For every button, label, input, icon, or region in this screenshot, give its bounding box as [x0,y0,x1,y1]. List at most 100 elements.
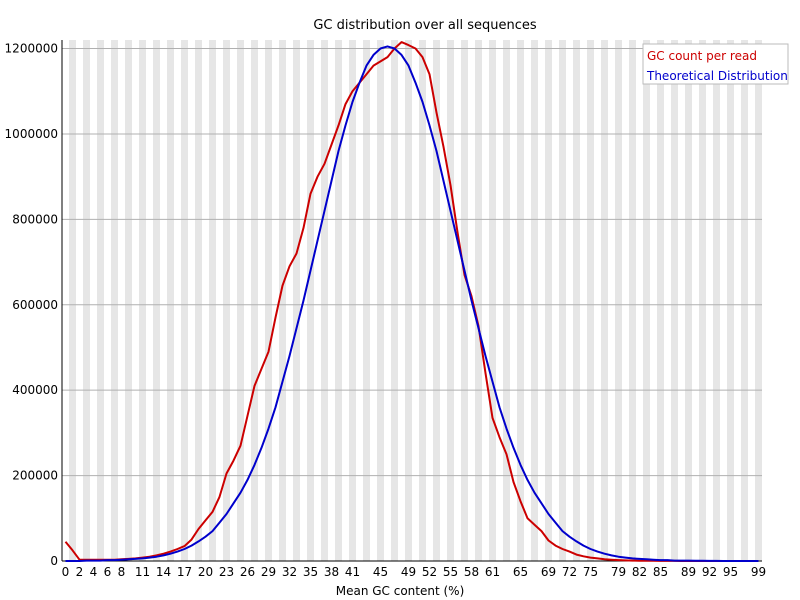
y-tick-label: 800000 [12,212,58,226]
plot-band [258,40,265,561]
x-tick-label: 6 [104,565,112,579]
plot-band [517,40,524,561]
y-tick-label: 0 [50,554,58,568]
plot-band [461,40,468,561]
plot-band [734,40,741,561]
plot-band [496,40,503,561]
plot-band [356,40,363,561]
x-tick-label: 4 [90,565,98,579]
x-tick-label: 75 [583,565,598,579]
plot-band [307,40,314,561]
plot-band [594,40,601,561]
plot-band [265,40,272,561]
x-tick-label: 58 [464,565,479,579]
plot-band [671,40,678,561]
plot-band [90,40,97,561]
plot-band [139,40,146,561]
plot-band [293,40,300,561]
plot-band [454,40,461,561]
plot-band [559,40,566,561]
x-tick-label: 49 [401,565,416,579]
legend-box [642,43,789,85]
x-tick-label: 0 [62,565,70,579]
y-tick-label: 400000 [12,383,58,397]
plot-band [174,40,181,561]
x-tick-label: 65 [513,565,528,579]
plot-band [391,40,398,561]
plot-band [83,40,90,561]
legend-entry-gc-count: GC count per read [647,49,757,63]
plot-band [545,40,552,561]
plot-band [720,40,727,561]
x-tick-label: 79 [611,565,626,579]
plot-band [237,40,244,561]
plot-band [566,40,573,561]
plot-band [552,40,559,561]
plot-band [601,40,608,561]
plot-band [699,40,706,561]
plot-band [664,40,671,561]
plot-band [678,40,685,561]
plot-band [202,40,209,561]
plot-band [244,40,251,561]
plot-band [706,40,713,561]
x-tick-label: 92 [702,565,717,579]
plot-band [524,40,531,561]
plot-band [97,40,104,561]
plot-band [328,40,335,561]
plot-band [195,40,202,561]
plot-band [713,40,720,561]
x-axis-label: Mean GC content (%) [336,584,465,598]
x-tick-label: 52 [422,565,437,579]
plot-band [384,40,391,561]
series-lines [64,41,759,562]
plot-band [272,40,279,561]
plot-band [433,40,440,561]
x-tick-label: 20 [198,565,213,579]
x-tick-label: 95 [723,565,738,579]
x-tick-label: 85 [653,565,668,579]
plot-band [181,40,188,561]
plot-band [685,40,692,561]
x-tick-label: 23 [219,565,234,579]
plot-band [440,40,447,561]
plot-band [62,40,69,561]
plot-band [125,40,132,561]
plot-band [69,40,76,561]
plot-band [230,40,237,561]
plot-band [426,40,433,561]
x-tick-label: 11 [135,565,150,579]
plot-band [321,40,328,561]
plot-band [160,40,167,561]
plot-band [118,40,125,561]
x-tick-label: 14 [156,565,171,579]
plot-band [412,40,419,561]
plot-band [580,40,587,561]
plot-band [398,40,405,561]
plot-band [531,40,538,561]
plot-band [657,40,664,561]
plot-band [153,40,160,561]
plot-band [335,40,342,561]
plot-band [419,40,426,561]
x-tick-label: 61 [485,565,500,579]
plot-band [342,40,349,561]
plot-band [251,40,258,561]
plot-band [636,40,643,561]
plot-band [167,40,174,561]
plot-band [223,40,230,561]
plot-band [279,40,286,561]
plot-band [132,40,139,561]
series-theoretical-line [65,45,759,562]
plot-band [188,40,195,561]
x-tick-label: 2 [76,565,84,579]
chart-title: GC distribution over all sequences [313,18,537,33]
x-tick-label: 8 [118,565,126,579]
series-gc-count-line [64,41,759,562]
plot-band [573,40,580,561]
x-tick-label: 69 [541,565,556,579]
x-tick-label: 17 [177,565,192,579]
x-tick-label: 45 [373,565,388,579]
plot-band [643,40,650,561]
x-tick-label: 32 [282,565,297,579]
